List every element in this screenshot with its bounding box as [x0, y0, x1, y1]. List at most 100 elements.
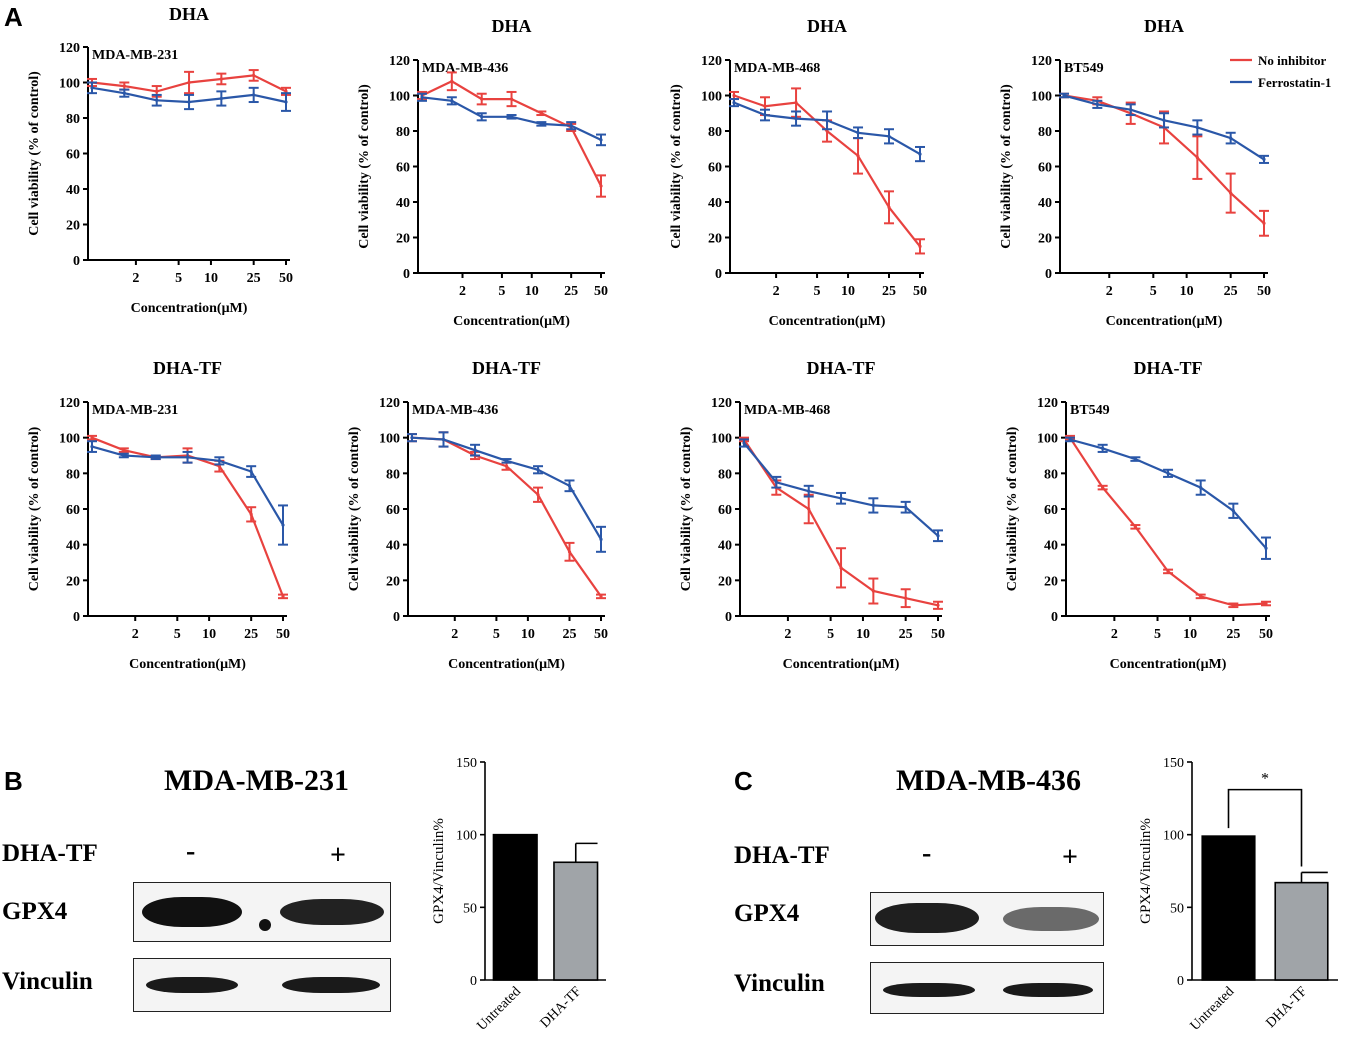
data-point-no-inhibitor: [839, 566, 843, 570]
x-tick-label: 25: [899, 627, 913, 642]
data-point-ferrostatin-1: [536, 468, 540, 472]
blot-c-gpx4-band-untreated: [875, 903, 979, 933]
chart-title: DHA-TF: [153, 358, 222, 378]
x-tick-label: 50: [1259, 627, 1273, 642]
y-tick-label: 120: [59, 396, 80, 411]
data-point-no-inhibitor: [856, 154, 860, 158]
data-point-no-inhibitor: [1199, 594, 1203, 598]
y-tick-label: 100: [711, 432, 732, 447]
data-point-no-inhibitor: [599, 594, 603, 598]
significance-marker: *: [1261, 771, 1269, 788]
data-point-ferrostatin-1: [839, 496, 843, 500]
blot-b-gpx4-band-treated: [280, 899, 384, 925]
x-axis-label: Concentration(μM): [131, 301, 248, 316]
x-tick-label: 25: [1226, 627, 1240, 642]
data-point-no-inhibitor: [871, 589, 875, 593]
y-tick-label: 60: [66, 503, 80, 518]
y-tick-label: 60: [718, 503, 732, 518]
x-tick-label: 2: [1106, 284, 1113, 299]
x-axis-label: Concentration(μM): [448, 657, 565, 672]
data-point-no-inhibitor: [122, 84, 126, 88]
data-point-ferrostatin-1: [284, 100, 288, 104]
y-tick-label: 20: [1038, 232, 1052, 247]
data-point-no-inhibitor: [763, 104, 767, 108]
y-tick-label: 40: [66, 183, 80, 198]
chart-cell-line-label: MDA-MB-231: [92, 48, 178, 63]
data-point-ferrostatin-1: [1129, 108, 1133, 112]
x-tick-label: 10: [856, 627, 870, 642]
chart-cell-line-label: MDA-MB-468: [734, 61, 820, 76]
y-tick-label: 100: [1163, 829, 1184, 844]
significance-bracket: [1227, 788, 1303, 867]
y-tick-label: 120: [711, 396, 732, 411]
data-point-ferrostatin-1: [887, 134, 891, 138]
x-tick-label: 25: [1224, 284, 1238, 299]
data-point-no-inhibitor: [936, 603, 940, 607]
y-axis-label: Cell viability (% of control): [357, 84, 372, 249]
x-tick-label: 5: [827, 627, 834, 642]
y-tick-label: 120: [59, 41, 80, 56]
data-point-ferrostatin-1: [1264, 546, 1268, 550]
blot-b-plus-sign: +: [330, 840, 346, 871]
data-point-no-inhibitor: [794, 101, 798, 105]
y-tick-label: 40: [386, 539, 400, 554]
y-tick-label: 0: [1177, 974, 1184, 989]
x-tick-label: DHA-TF: [538, 984, 585, 1031]
bar-dha-tf: [1274, 881, 1329, 981]
y-tick-label: 80: [386, 467, 400, 482]
data-point-ferrostatin-1: [1229, 136, 1233, 140]
data-point-ferrostatin-1: [742, 441, 746, 445]
bar-untreated: [492, 833, 538, 981]
x-tick-label: 50: [276, 627, 290, 642]
x-tick-label: 5: [493, 627, 500, 642]
data-point-ferrostatin-1: [450, 99, 454, 103]
data-point-no-inhibitor: [122, 448, 126, 452]
series-line-ferrostatin-1: [411, 436, 602, 540]
blot-c-vinculin-band-untreated: [883, 983, 975, 997]
x-tick-label: 50: [594, 627, 608, 642]
blot-c-vinculin-membrane: [870, 962, 1104, 1014]
y-tick-label: 0: [393, 610, 400, 625]
chart-title: DHA: [492, 16, 532, 36]
blot-b-title: MDA-MB-231: [164, 764, 349, 797]
chart-cell-line-label: BT549: [1064, 61, 1104, 76]
x-axis-label: Concentration(μM): [129, 657, 246, 672]
blot-b-gpx4-band-untreated: [142, 897, 242, 927]
blot-c-vinculin-band-treated: [1003, 983, 1093, 997]
blot-b-vinculin-label: Vinculin: [2, 968, 93, 995]
bar-dha-tf: [553, 861, 599, 981]
chart-title: DHA-TF: [472, 358, 541, 378]
y-tick-label: 100: [59, 77, 80, 92]
y-tick-label: 80: [718, 467, 732, 482]
data-point-ferrostatin-1: [794, 116, 798, 121]
data-point-no-inhibitor: [155, 89, 159, 93]
data-point-ferrostatin-1: [599, 138, 603, 142]
y-tick-label: 0: [1045, 267, 1052, 282]
panel-letter-b: B: [4, 766, 23, 796]
y-tick-label: 60: [1038, 161, 1052, 176]
y-tick-label: 20: [718, 574, 732, 589]
y-tick-label: 100: [701, 90, 722, 105]
data-point-ferrostatin-1: [904, 505, 908, 509]
data-point-ferrostatin-1: [1068, 437, 1072, 442]
x-tick-label: 2: [1111, 627, 1118, 642]
data-point-no-inhibitor: [1195, 156, 1199, 160]
data-point-ferrostatin-1: [936, 534, 940, 538]
y-axis-label: Cell viability (% of control): [1005, 426, 1020, 591]
blot-b-vinculin-band-untreated: [146, 977, 238, 993]
y-axis-label: GPX4/Vinculin%: [1138, 818, 1154, 924]
y-tick-label: 0: [725, 610, 732, 625]
data-point-no-inhibitor: [918, 244, 922, 248]
blot-c-plus-sign: +: [1062, 842, 1078, 873]
y-tick-label: 60: [708, 161, 722, 176]
y-tick-label: 120: [1037, 396, 1058, 411]
series-line-no-inhibitor: [1069, 437, 1267, 607]
x-tick-label: 2: [784, 627, 791, 642]
data-point-ferrostatin-1: [185, 455, 190, 459]
x-tick-label: 5: [175, 271, 182, 286]
blot-b-gpx4-speck: [259, 919, 271, 931]
data-point-ferrostatin-1: [1162, 118, 1166, 122]
data-point-ferrostatin-1: [1231, 509, 1235, 513]
